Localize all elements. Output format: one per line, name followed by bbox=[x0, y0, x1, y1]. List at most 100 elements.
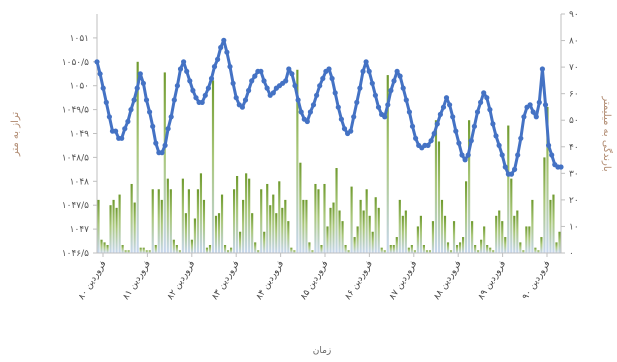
rainfall-bar bbox=[217, 213, 221, 253]
rainfall-bar bbox=[519, 242, 522, 253]
rainfall-bar bbox=[293, 250, 296, 253]
water-level-point bbox=[314, 92, 320, 98]
right-tick-label: ۱۰ bbox=[569, 222, 579, 232]
rainfall-bar bbox=[109, 205, 112, 253]
rainfall-bar bbox=[124, 250, 127, 253]
rainfall-bar bbox=[130, 183, 133, 253]
rainfall-bar bbox=[419, 215, 422, 253]
water-level-point bbox=[413, 135, 419, 141]
water-level-point bbox=[159, 150, 165, 156]
water-level-point bbox=[385, 102, 391, 108]
rainfall-bar bbox=[260, 189, 263, 253]
water-level-point bbox=[468, 138, 474, 144]
water-level-point bbox=[171, 97, 177, 103]
water-level-point bbox=[366, 68, 372, 74]
water-level-point bbox=[471, 123, 477, 129]
rainfall-bar bbox=[112, 199, 115, 253]
rainfall-bar bbox=[501, 221, 504, 253]
rainfall-bar bbox=[347, 250, 350, 253]
water-level-point bbox=[511, 166, 518, 172]
rainfall-bar bbox=[208, 245, 212, 253]
x-tick-label: فروردین ۸۸ bbox=[432, 259, 464, 301]
rainfall-bar bbox=[344, 245, 347, 253]
water-level-point bbox=[409, 123, 416, 129]
rainfall-bar bbox=[257, 250, 260, 253]
rainfall-bar bbox=[226, 250, 230, 253]
water-level-point bbox=[530, 109, 536, 115]
left-tick-label: ۱۰۴۷/۵ bbox=[62, 201, 89, 211]
rainfall-bar bbox=[205, 247, 209, 253]
rainfall-bar bbox=[543, 157, 546, 253]
left-tick-label: ۱۰۴۸/۵ bbox=[62, 153, 89, 163]
water-level-point bbox=[153, 140, 159, 146]
water-level-point bbox=[295, 97, 301, 103]
water-level-point bbox=[150, 123, 156, 129]
x-tick-label: فروردین ۸۳ bbox=[210, 259, 242, 301]
rainfall-bar bbox=[157, 189, 160, 253]
water-level-point bbox=[246, 87, 252, 94]
water-level-point bbox=[181, 59, 187, 65]
rainfall-bar bbox=[407, 247, 410, 253]
rainfall-bar bbox=[458, 242, 462, 253]
water-level-point bbox=[218, 44, 224, 51]
water-level-point bbox=[502, 164, 508, 170]
left-axis-label: تراز به متر bbox=[10, 112, 21, 158]
water-level-point bbox=[440, 104, 447, 110]
water-level-point bbox=[190, 87, 196, 94]
rainfall-bar bbox=[118, 194, 121, 253]
rainfall-bar bbox=[175, 245, 178, 253]
water-level-point bbox=[394, 68, 400, 74]
rainfall-bar bbox=[242, 199, 245, 253]
rainfall-bar bbox=[272, 194, 275, 253]
water-level-point bbox=[162, 142, 168, 148]
rainfall-bar bbox=[151, 189, 154, 253]
rainfall-bar bbox=[383, 250, 386, 253]
rainfall-bar bbox=[245, 173, 248, 253]
rainfall-bar bbox=[395, 237, 398, 253]
water-level-point bbox=[310, 102, 317, 108]
water-level-point bbox=[369, 80, 375, 86]
water-level-point bbox=[372, 92, 378, 98]
rainfall-bar bbox=[504, 237, 507, 253]
rainfall-bar bbox=[251, 213, 254, 253]
rainfall-bar bbox=[498, 210, 501, 253]
rainfall-bar bbox=[404, 210, 407, 253]
x-tick-label: فروردین ۸۹ bbox=[476, 259, 508, 301]
water-level-point bbox=[249, 78, 255, 84]
rainfall-bar bbox=[229, 247, 233, 253]
rainfall-bar bbox=[169, 189, 172, 253]
x-tick-label: فروردین ۸۷ bbox=[388, 259, 420, 301]
water-level-point bbox=[363, 59, 369, 65]
x-axis-label: زمان bbox=[313, 346, 332, 356]
rainfall-bar bbox=[437, 141, 441, 253]
water-level-point bbox=[360, 68, 366, 74]
water-level-point bbox=[329, 75, 335, 82]
x-tick-label: فروردین ۸۴ bbox=[254, 259, 286, 301]
water-level-point bbox=[484, 95, 490, 101]
right-tick-label: ۸۰ bbox=[569, 37, 579, 47]
water-level-point bbox=[341, 126, 348, 132]
rainfall-bar bbox=[199, 173, 203, 253]
left-tick-label: ۱۰۴۷ bbox=[70, 225, 90, 235]
right-axis-label: بارندگی به میلیمتر bbox=[601, 95, 613, 171]
water-level-point bbox=[403, 97, 409, 103]
rainfall-bars bbox=[97, 61, 561, 254]
water-level-point bbox=[391, 78, 397, 84]
rainfall-bar bbox=[190, 239, 193, 253]
water-level-point bbox=[208, 75, 215, 82]
rainfall-bar bbox=[311, 250, 314, 253]
water-level-point bbox=[431, 130, 437, 137]
rainfall-bar bbox=[281, 207, 284, 253]
rainfall-bar bbox=[552, 194, 555, 253]
rainfall-bar bbox=[263, 231, 266, 253]
water-level-point bbox=[227, 64, 233, 70]
rainfall-bar bbox=[401, 215, 404, 253]
water-level-point bbox=[558, 164, 564, 170]
rainfall-bar bbox=[323, 183, 326, 253]
rainfall-bar bbox=[416, 226, 419, 253]
water-level-point bbox=[174, 83, 180, 89]
rainfall-bar bbox=[193, 218, 197, 253]
water-level-point bbox=[143, 97, 150, 103]
rainfall-bar bbox=[332, 202, 335, 253]
